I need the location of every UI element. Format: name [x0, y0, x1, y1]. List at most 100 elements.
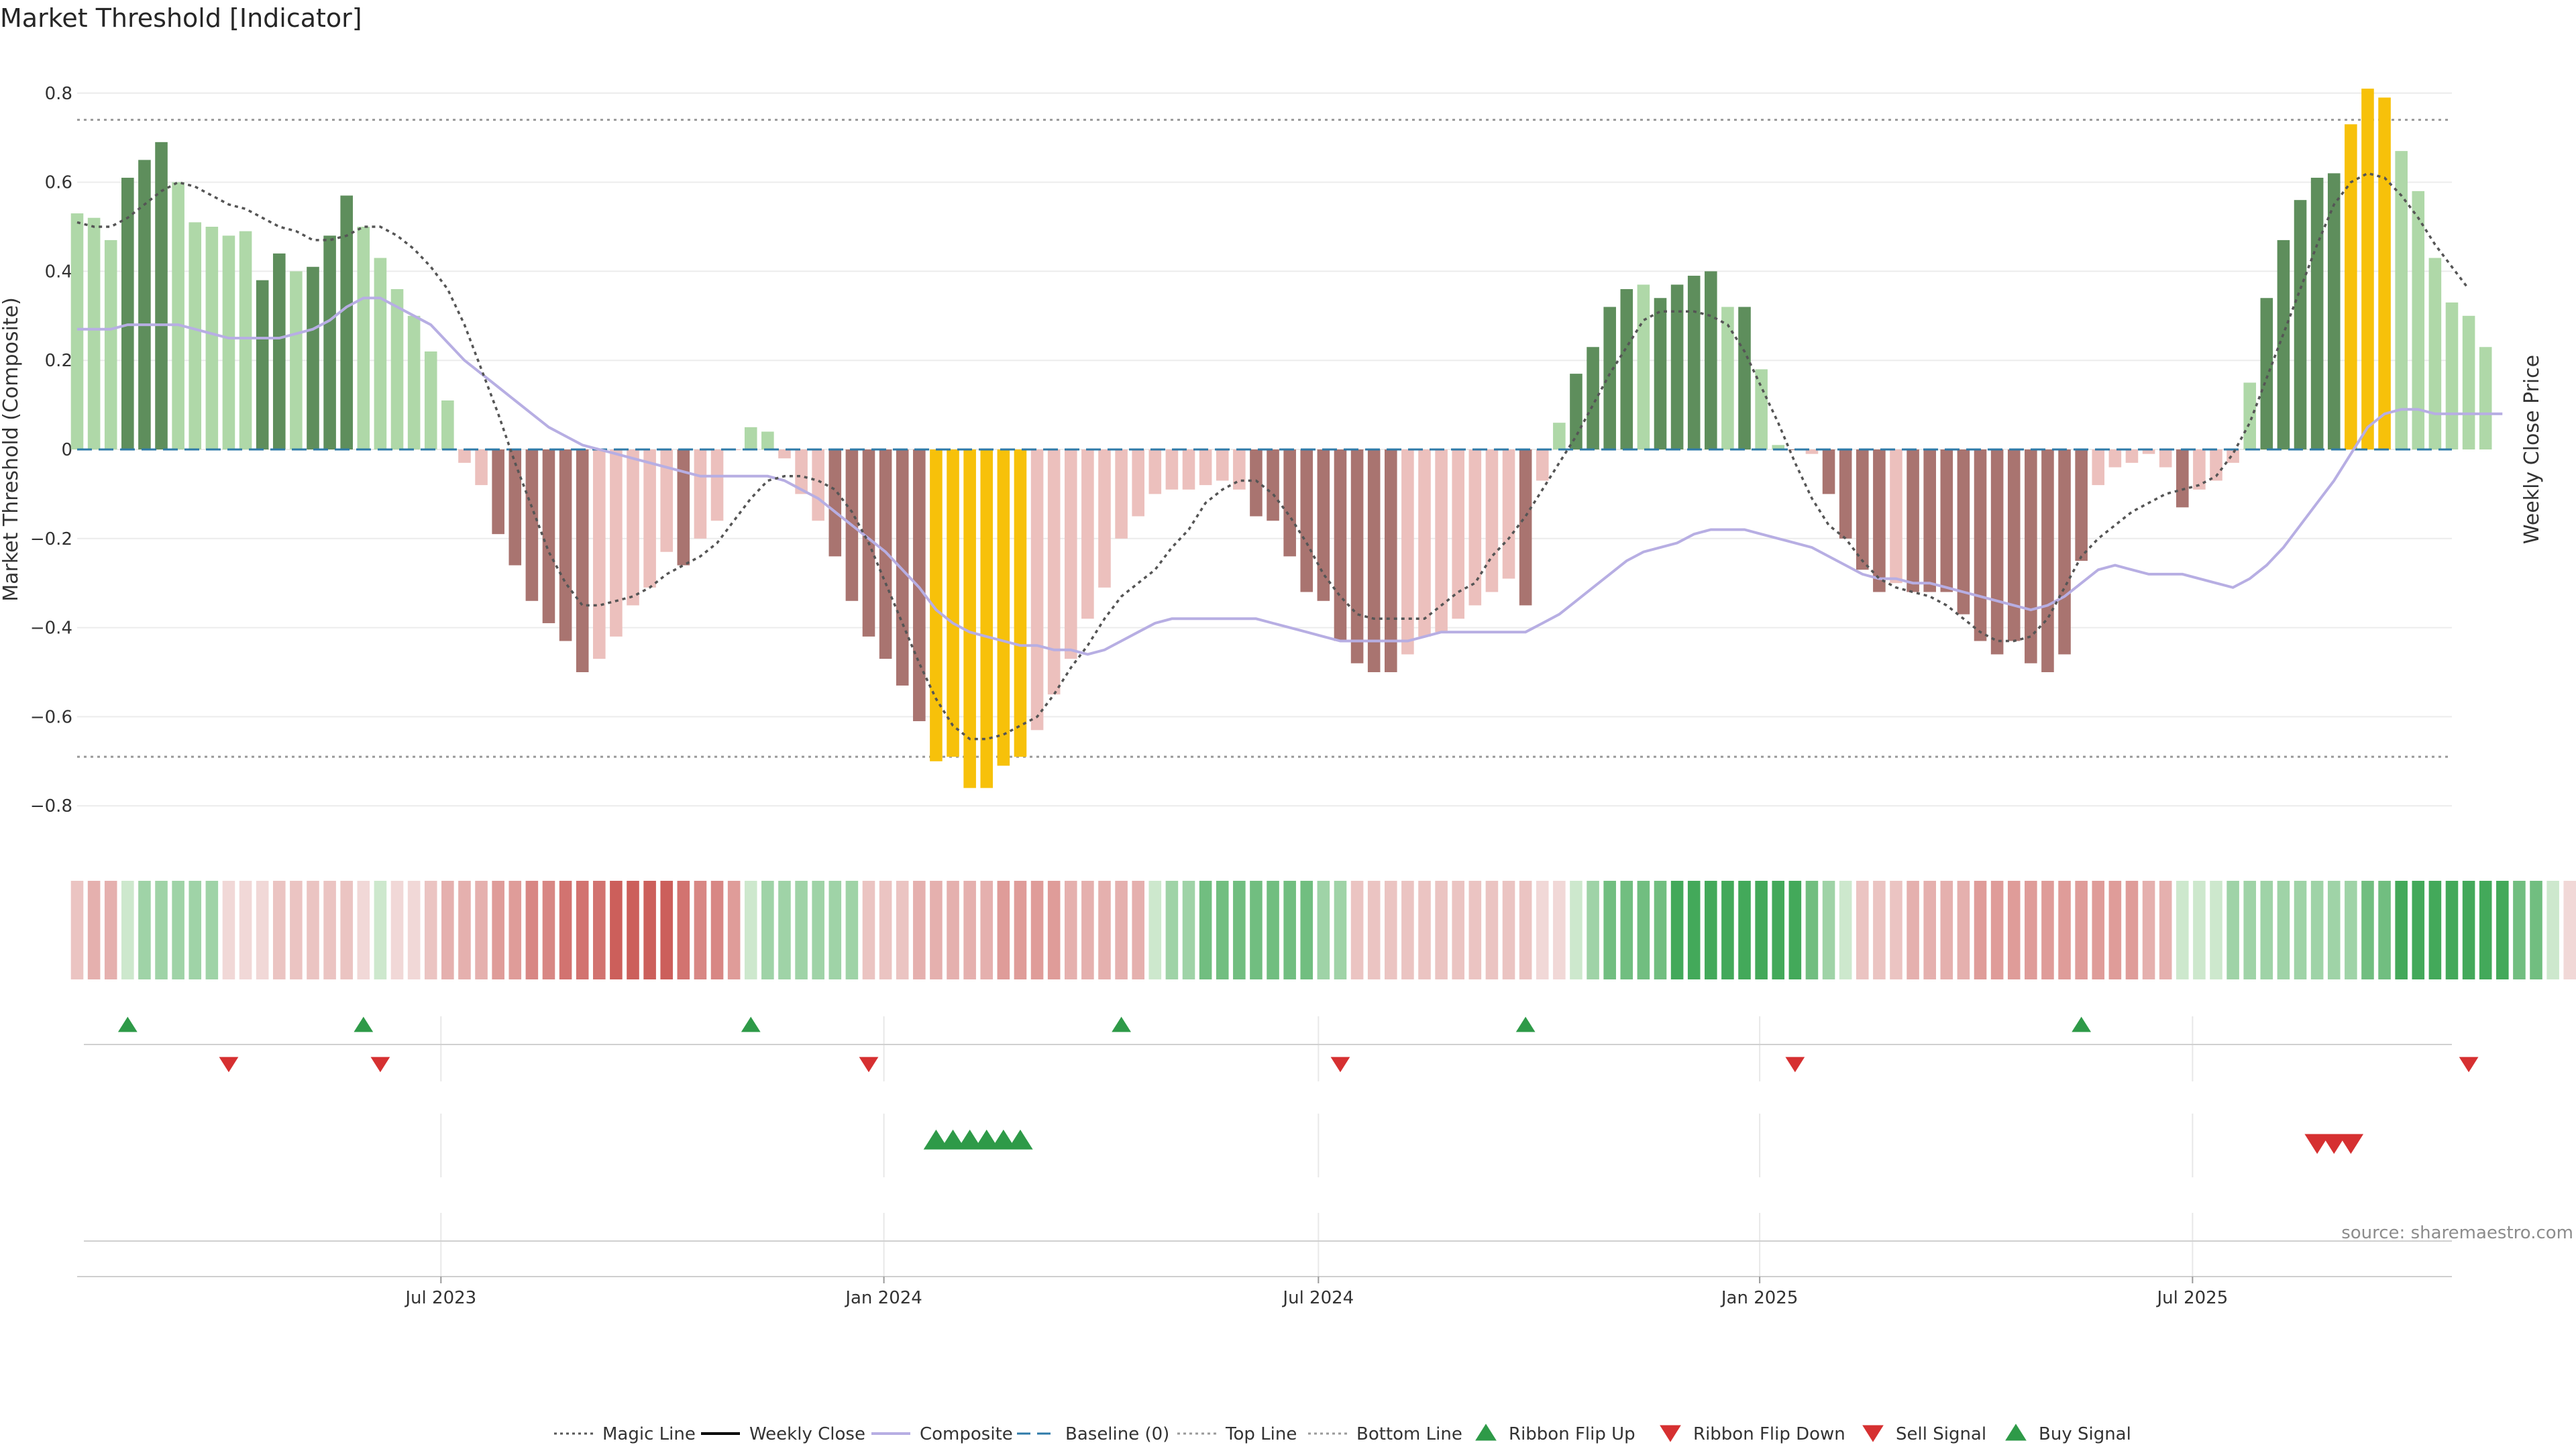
ribbon-cell [610, 881, 623, 979]
buy-signal-marker [957, 1129, 983, 1150]
composite-bar [1772, 445, 1785, 449]
composite-bar [475, 449, 488, 486]
ribbon-cell [1738, 881, 1751, 979]
ribbon-cell [2075, 881, 2088, 979]
composite-bar [1148, 449, 1162, 494]
composite-bar [1317, 449, 1330, 601]
ribbon-cell [1418, 881, 1431, 979]
ribbon-cell [2142, 881, 2155, 979]
composite-bar [559, 449, 572, 641]
sell-signal-marker [2321, 1134, 2347, 1155]
composite-bar [205, 227, 219, 449]
ribbon-cell [997, 881, 1010, 979]
composite-bar [1705, 271, 1717, 449]
composite-bar [1873, 449, 1886, 592]
composite-bar [1805, 449, 1819, 454]
composite-bar [812, 449, 824, 521]
composite-bar [1856, 449, 1869, 570]
composite-bar [70, 213, 84, 449]
y-tick-label: 0.2 [45, 351, 72, 371]
ribbon-cell [1974, 881, 1987, 979]
composite-bar [2428, 258, 2442, 449]
ribbon-cell [70, 881, 84, 979]
ribbon-cell [1300, 881, 1313, 979]
composite-bar [1216, 449, 1229, 481]
composite-bar [1536, 449, 1549, 481]
composite-bar [744, 427, 757, 449]
legend-label: Composite [920, 1424, 1013, 1444]
ribbon-flip-down-marker [2459, 1057, 2479, 1073]
legend-item: Bottom Line [1308, 1424, 1462, 1444]
composite-bar [492, 449, 504, 535]
composite-bar [2310, 177, 2324, 449]
ribbon-cell [2294, 881, 2307, 979]
composite-bar [1957, 449, 1970, 614]
composite-bar [2361, 89, 2374, 449]
sell-signal-marker [2304, 1134, 2330, 1155]
composite-bar [390, 288, 404, 449]
ribbon-cell [357, 881, 370, 979]
ribbon-cell [2260, 881, 2273, 979]
composite-bar [2479, 347, 2492, 449]
ribbon-cell [307, 881, 319, 979]
ribbon-cell [1250, 881, 1263, 979]
ribbon-cell [256, 881, 269, 979]
ribbon-cell [155, 881, 168, 979]
composite-bar [1923, 449, 1936, 592]
ribbon-cell [727, 881, 741, 979]
ribbon-cell [239, 881, 252, 979]
ribbon-cell [1199, 881, 1212, 979]
composite-bar [1468, 449, 1482, 606]
composite-bar [1687, 276, 1701, 449]
ribbon-cell [576, 881, 589, 979]
ribbon-cell [1334, 881, 1347, 979]
ribbon-cell [1620, 881, 1633, 979]
ribbon-cell [2125, 881, 2139, 979]
composite-bar [138, 160, 151, 449]
ribbon-cell [828, 881, 842, 979]
composite-bar [2260, 298, 2273, 449]
composite-bar [1940, 449, 1953, 592]
composite-bar [542, 449, 555, 623]
composite-bar [2193, 449, 2206, 490]
ribbon-cell [1873, 881, 1886, 979]
legend-triangle-up-icon [1475, 1424, 1497, 1441]
composite-bar [1890, 449, 1902, 584]
buy-signal-marker [1008, 1129, 1033, 1150]
composite-bar [1502, 449, 1515, 579]
composite-bar [1485, 449, 1499, 592]
composite-bar [1822, 449, 1835, 494]
composite-bar [441, 400, 454, 449]
ribbon-cell [1064, 881, 1077, 979]
composite-bar [576, 449, 589, 672]
ribbon-cell [1081, 881, 1094, 979]
ribbon-cell [1165, 881, 1179, 979]
ribbon-cell [2243, 881, 2257, 979]
y-tick-label: 0.6 [45, 173, 72, 193]
composite-bar [1267, 449, 1279, 521]
ribbon-cell [1907, 881, 1919, 979]
composite-bar [1283, 449, 1296, 557]
ribbon-cell [1536, 881, 1549, 979]
composite-bar [913, 449, 926, 722]
ribbon-cell [627, 881, 639, 979]
composite-bar [710, 449, 724, 521]
composite-ribbon [70, 881, 2576, 979]
composite-bar [2075, 449, 2088, 561]
ribbon-cell [1148, 881, 1162, 979]
ribbon-cell [980, 881, 994, 979]
composite-bar [2327, 173, 2341, 449]
composite-bar [1014, 449, 1027, 757]
y-tick-label: −0.6 [30, 707, 72, 727]
y-tick-label: 0 [61, 440, 72, 460]
ribbon-cell [1132, 881, 1144, 979]
composite-bar [374, 258, 387, 449]
composite-bar [2378, 97, 2391, 449]
ribbon-cell [1705, 881, 1717, 979]
ribbon-flip-up-marker [1515, 1016, 1536, 1032]
composite-bar [1519, 449, 1532, 606]
ribbon-cell [1233, 881, 1246, 979]
ribbon-cell [2546, 881, 2559, 979]
ribbon-cell [323, 881, 336, 979]
composite-bar [340, 195, 353, 449]
